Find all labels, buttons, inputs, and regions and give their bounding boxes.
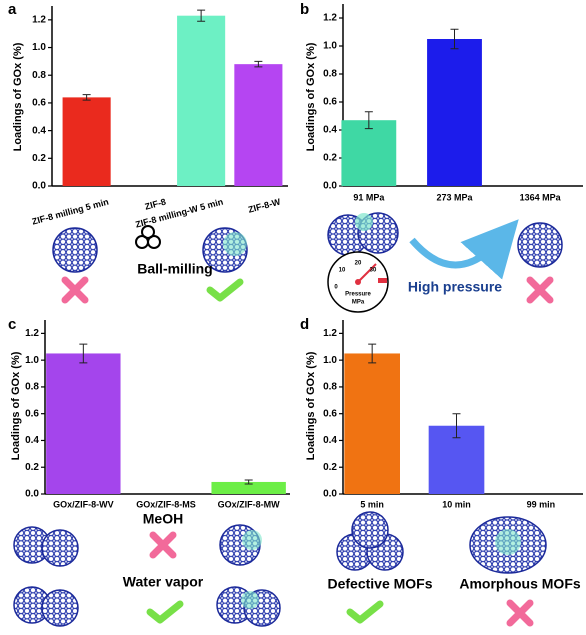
panel-label: c bbox=[8, 316, 16, 333]
y-tick-label: 0.4 bbox=[323, 435, 337, 446]
y-tick-label: 1.2 bbox=[323, 13, 337, 24]
x-tick-label: GOx/ZIF-8-MW bbox=[218, 499, 280, 509]
y-tick-label: 1.0 bbox=[323, 41, 337, 52]
gauge-label: 20 bbox=[355, 261, 362, 267]
annotation: Ball-milling bbox=[137, 261, 212, 277]
annotation: MeOH bbox=[143, 511, 183, 527]
annotation: Water vapor bbox=[123, 574, 204, 590]
bar bbox=[211, 481, 286, 494]
y-tick-label: 0.4 bbox=[25, 435, 39, 446]
y-tick-label: 0.6 bbox=[25, 408, 39, 419]
y-tick-label: 0.6 bbox=[32, 98, 46, 109]
y-tick-label: 0.8 bbox=[32, 70, 46, 81]
y-tick-label: 0.6 bbox=[323, 97, 337, 108]
error-bar bbox=[244, 479, 253, 485]
bar bbox=[344, 353, 400, 494]
y-tick-label: 0.8 bbox=[323, 382, 337, 393]
y-tick-label: 0.0 bbox=[323, 489, 337, 500]
y-tick-label: 1.0 bbox=[25, 355, 39, 366]
y-tick-label: 0.4 bbox=[32, 125, 46, 136]
x-tick-label: 99 min bbox=[527, 499, 556, 509]
y-tick-label: 1.2 bbox=[323, 328, 337, 339]
error-bar bbox=[254, 60, 263, 68]
y-tick-label: 1.0 bbox=[32, 42, 46, 53]
bar bbox=[427, 39, 482, 186]
error-bar bbox=[364, 111, 373, 130]
x-tick-label: ZIF-8 milling 5 min bbox=[31, 197, 110, 227]
y-tick-label: 1.0 bbox=[323, 355, 337, 366]
y-tick-label: 0.2 bbox=[32, 153, 46, 164]
illustration bbox=[52, 225, 248, 304]
y-tick-label: 0.8 bbox=[25, 382, 39, 393]
y-tick-label: 0.8 bbox=[323, 69, 337, 80]
x-tick-label: 273 MPa bbox=[436, 192, 473, 202]
annotation: Defective MOFs bbox=[327, 576, 432, 592]
y-axis-label: Loadings of GOx (%) bbox=[305, 351, 317, 460]
bar bbox=[234, 64, 283, 186]
gauge-label: 10 bbox=[339, 268, 346, 274]
illustration bbox=[327, 212, 563, 313]
x-tick-label: 10 min bbox=[442, 499, 471, 509]
x-tick-label: 5 min bbox=[360, 499, 384, 509]
y-tick-label: 0.2 bbox=[323, 153, 337, 164]
y-tick-label: 0.0 bbox=[323, 181, 337, 192]
annotation: Amorphous MOFs bbox=[459, 576, 581, 592]
x-tick-label: GOx/ZIF-8-MS bbox=[136, 499, 196, 509]
error-bar bbox=[452, 413, 461, 439]
y-tick-label: 0.0 bbox=[32, 181, 46, 192]
panel-label: d bbox=[300, 316, 309, 333]
y-axis-label: Loadings of GOx (%) bbox=[12, 42, 24, 151]
gauge-label: 30 bbox=[370, 268, 377, 274]
gauge-label: Pressure bbox=[345, 292, 371, 298]
y-tick-label: 0.4 bbox=[323, 125, 337, 136]
error-bar bbox=[197, 9, 206, 22]
x-tick-label: ZIF-8 bbox=[144, 197, 167, 212]
error-bar bbox=[450, 28, 459, 50]
error-bar bbox=[368, 343, 377, 364]
x-tick-label: 91 MPa bbox=[353, 192, 385, 202]
error-bar bbox=[82, 94, 91, 101]
bar bbox=[46, 353, 121, 494]
bar bbox=[177, 15, 226, 187]
x-tick-label: GOx/ZIF-8-WV bbox=[53, 499, 114, 509]
x-tick-label: 1364 MPa bbox=[520, 192, 562, 202]
x-tick-label: ZIF-8-W bbox=[247, 196, 282, 214]
gauge-label: MPa bbox=[352, 300, 365, 306]
y-tick-label: 0.6 bbox=[323, 408, 337, 419]
panel-label: b bbox=[300, 1, 309, 18]
gauge-label: 0 bbox=[334, 285, 338, 291]
y-tick-label: 1.2 bbox=[25, 328, 39, 339]
illustration bbox=[13, 524, 281, 627]
error-bar bbox=[79, 343, 88, 364]
illustration bbox=[336, 511, 547, 627]
bar bbox=[62, 97, 111, 186]
annotation: High pressure bbox=[408, 279, 502, 295]
y-tick-label: 0.2 bbox=[323, 462, 337, 473]
y-axis-label: Loadings of GOx (%) bbox=[305, 42, 317, 151]
y-tick-label: 0.2 bbox=[25, 462, 39, 473]
y-axis-label: Loadings of GOx (%) bbox=[10, 351, 22, 460]
y-tick-label: 1.2 bbox=[32, 14, 46, 25]
bar bbox=[341, 120, 397, 186]
panel-label: a bbox=[8, 1, 17, 18]
y-tick-label: 0.0 bbox=[25, 489, 39, 500]
